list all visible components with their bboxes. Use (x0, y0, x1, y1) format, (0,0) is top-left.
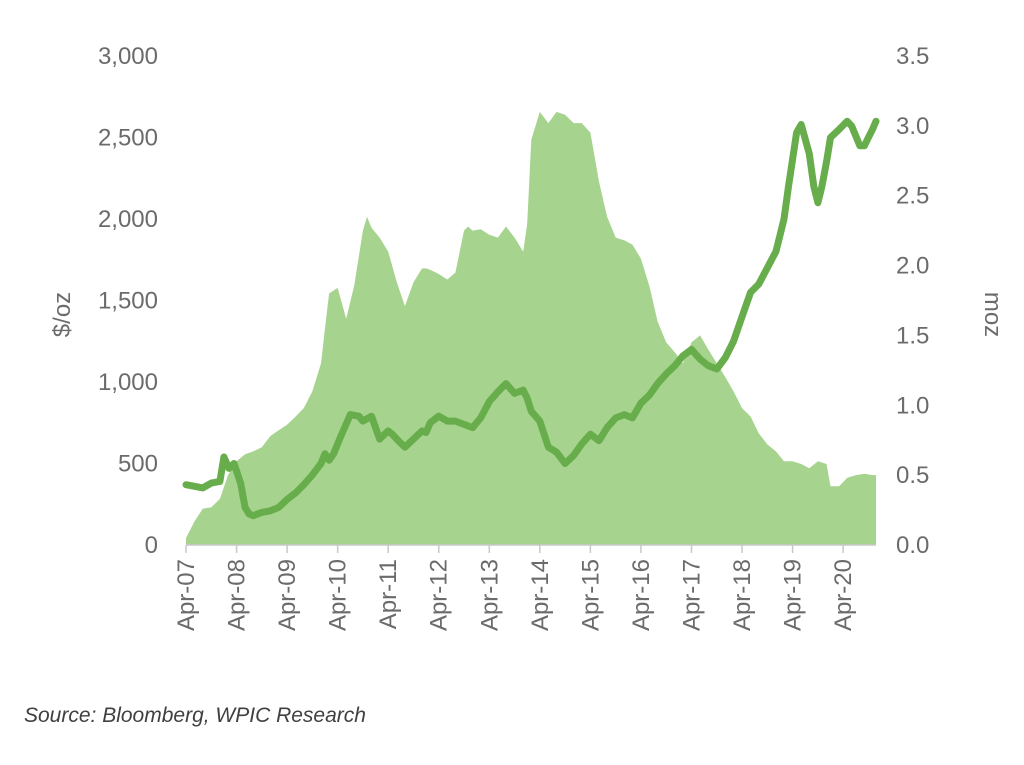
left-tick-label: 500 (118, 451, 158, 478)
x-tick-label: Apr-07 (173, 559, 200, 631)
area-layer (186, 111, 876, 546)
left-tick-label: 1,500 (98, 288, 158, 315)
x-tick-label: Apr-10 (325, 559, 352, 631)
right-axis-ticks: 0.0 0.5 1.0 1.5 2.0 2.5 3.0 3.5 (896, 43, 929, 559)
left-tick-label: 0 (145, 532, 158, 559)
x-tick-label: Apr-14 (527, 559, 554, 631)
x-tick-label: Apr-17 (678, 559, 705, 631)
left-tick-label: 2,500 (98, 125, 158, 152)
right-tick-label: 2.0 (896, 253, 929, 280)
right-tick-label: 0.0 (896, 532, 929, 559)
x-tick-label: Apr-11 (375, 559, 402, 629)
left-axis-title: $/oz (49, 292, 76, 337)
line-layer (182, 117, 880, 520)
x-tick-label: Apr-20 (830, 559, 857, 631)
right-axis-title: moz (979, 292, 1006, 337)
area-series (186, 111, 876, 546)
right-tick-label: 1.5 (896, 322, 929, 349)
right-tick-label: 3.0 (896, 113, 929, 140)
x-tick-label: Apr-13 (476, 559, 503, 631)
left-tick-label: 2,000 (98, 206, 158, 233)
right-tick-label: 3.5 (896, 43, 929, 70)
left-tick-label: 3,000 (98, 43, 158, 70)
x-tick-label: Apr-18 (729, 559, 756, 631)
line-series (182, 117, 880, 520)
x-tick-label: Apr-16 (628, 559, 655, 631)
left-tick-label: 1,000 (98, 369, 158, 396)
x-tick-label: Apr-19 (780, 559, 807, 631)
right-tick-label: 2.5 (896, 183, 929, 210)
x-axis-ticks: Apr-07 Apr-08 Apr-09 Apr-10 Apr-11 Apr-12 Apr-… (173, 545, 857, 631)
source-note: Source: Bloomberg, WPIC Research (24, 704, 366, 727)
right-tick-label: 0.5 (896, 462, 929, 489)
x-tick-label: Apr-15 (577, 559, 604, 631)
chart: 0 500 1,000 1,500 2,000 2,500 3,000 0.0 0.5 1.0 1… (49, 43, 1006, 631)
x-tick-label: Apr-09 (274, 559, 301, 631)
right-tick-label: 1.0 (896, 392, 929, 419)
x-tick-label: Apr-08 (224, 559, 251, 631)
x-tick-label: Apr-12 (426, 559, 453, 631)
left-axis-ticks: 0 500 1,000 1,500 2,000 2,500 3,000 (98, 43, 158, 559)
